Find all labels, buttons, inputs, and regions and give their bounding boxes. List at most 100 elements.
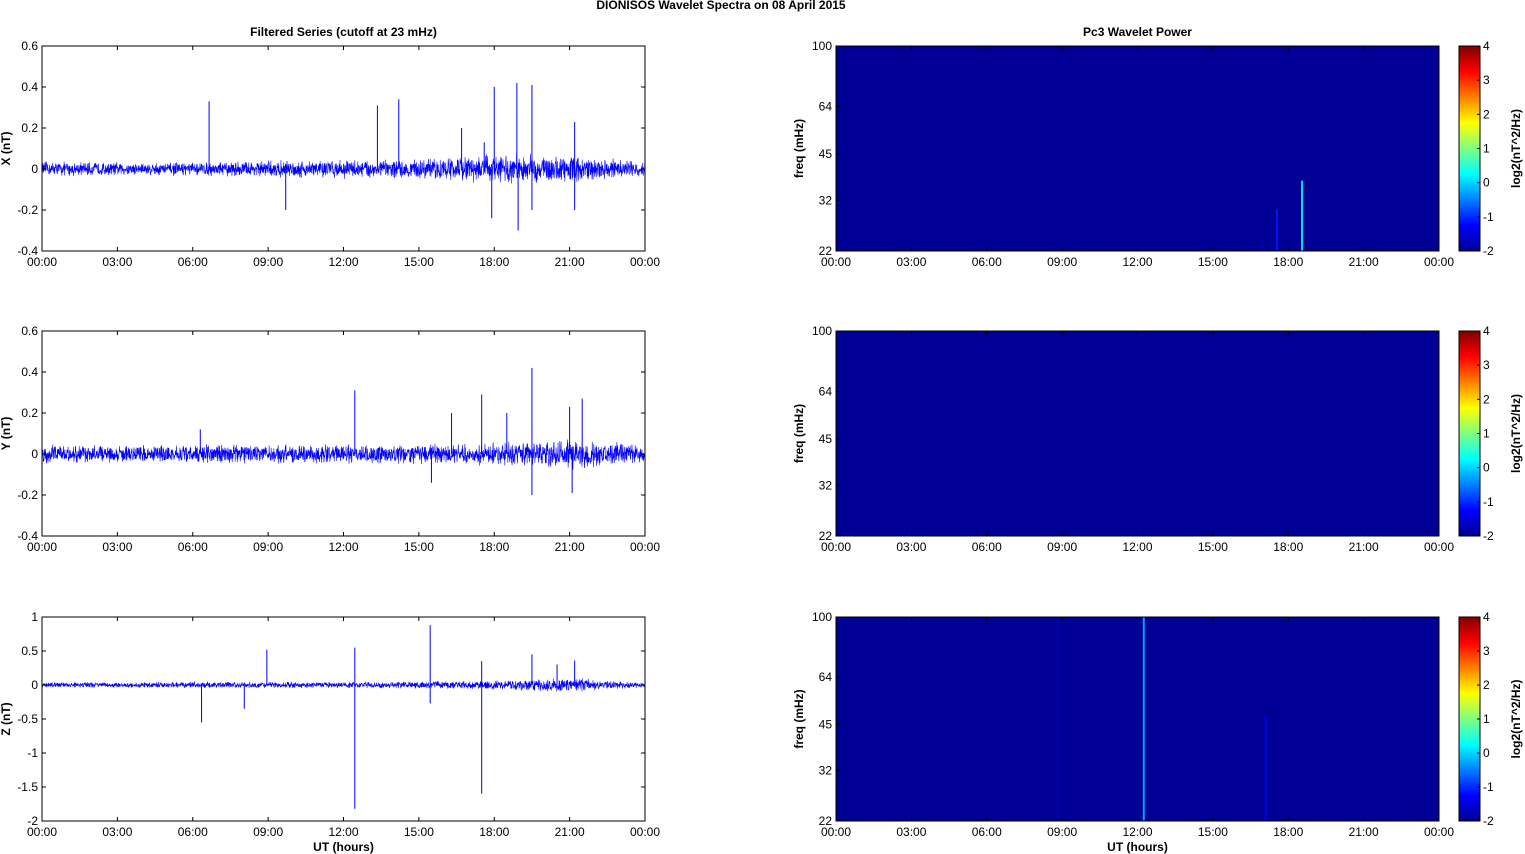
wavelet-z-xtick-label: 12:00 bbox=[1122, 825, 1152, 839]
wavelet-y-power-background bbox=[836, 331, 1439, 536]
series-x-xtick-label: 06:00 bbox=[178, 255, 208, 269]
wavelet-x-xtick-label: 06:00 bbox=[972, 255, 1002, 269]
wavelet-y-colorbar-tick-label: -1 bbox=[1483, 495, 1494, 509]
series-x-ytick-label: 0.2 bbox=[21, 121, 38, 135]
series-y-ytick-label: -0.2 bbox=[17, 488, 38, 502]
series-x-title: Filtered Series (cutoff at 23 mHz) bbox=[250, 25, 437, 39]
series-x-ytick-label: -0.4 bbox=[17, 244, 38, 258]
wavelet-z-colorbar-tick-label: 3 bbox=[1483, 644, 1490, 658]
series-z-panel: -2 -1.5 -1 -0.5 0 0.5 1 Z (nT) 00:00 03:00 06:00 09… bbox=[0, 610, 660, 854]
wavelet-z-xtick-label: 06:00 bbox=[972, 825, 1002, 839]
wavelet-y-xtick-label: 06:00 bbox=[972, 540, 1002, 554]
series-z-xtick-label: 00:00 bbox=[630, 825, 660, 839]
series-z-xtick-label: 21:00 bbox=[555, 825, 585, 839]
series-z-xlabel: UT (hours) bbox=[313, 840, 374, 854]
series-y-xtick-label: 15:00 bbox=[404, 540, 434, 554]
wavelet-z-colorbar-tick-label: 4 bbox=[1483, 610, 1490, 624]
series-y-xtick-label: 12:00 bbox=[328, 540, 358, 554]
wavelet-x-xtick-label: 09:00 bbox=[1047, 255, 1077, 269]
wavelet-x-power-feature bbox=[1260, 239, 1263, 251]
series-x-xtick-label: 09:00 bbox=[253, 255, 283, 269]
wavelet-y-xtick-label: 18:00 bbox=[1273, 540, 1303, 554]
wavelet-x-colorbar-tick-label: 4 bbox=[1483, 39, 1490, 53]
series-y-plot-area bbox=[42, 331, 645, 536]
wavelet-z-colorbar-tick-label: 2 bbox=[1483, 678, 1490, 692]
series-x-plot-area bbox=[42, 46, 645, 251]
wavelet-x-colorbar-tick-label: 0 bbox=[1483, 176, 1490, 190]
series-y-xtick-label: 18:00 bbox=[479, 540, 509, 554]
wavelet-y-ytick-label: 22 bbox=[819, 529, 833, 543]
wavelet-y-colorbar-tick-label: 3 bbox=[1483, 358, 1490, 372]
wavelet-y-xtick-label: 09:00 bbox=[1047, 540, 1077, 554]
series-z-ytick-label: -1 bbox=[27, 746, 38, 760]
wavelet-z-ytick-label: 100 bbox=[812, 610, 832, 624]
wavelet-y-xtick-label: 15:00 bbox=[1198, 540, 1228, 554]
series-z-ytick-label: -1.5 bbox=[17, 780, 38, 794]
series-x-ytick-label: 0.6 bbox=[21, 39, 38, 53]
series-x-xtick-label: 00:00 bbox=[27, 255, 57, 269]
wavelet-z-xtick-label: 21:00 bbox=[1349, 825, 1379, 839]
series-z-xtick-label: 12:00 bbox=[328, 825, 358, 839]
series-z-xtick-label: 18:00 bbox=[479, 825, 509, 839]
series-y-xtick-label: 09:00 bbox=[253, 540, 283, 554]
wavelet-y-ytick-label: 45 bbox=[819, 432, 833, 446]
wavelet-z-xtick-label: 00:00 bbox=[821, 825, 851, 839]
series-y-ytick-label: 0.4 bbox=[21, 365, 38, 379]
wavelet-z-power-feature bbox=[1264, 715, 1267, 821]
wavelet-z-xtick-label: 00:00 bbox=[1424, 825, 1454, 839]
wavelet-y-ytick-label: 100 bbox=[812, 324, 832, 338]
series-x-trace bbox=[41, 153, 646, 184]
series-x-xtick-label: 15:00 bbox=[404, 255, 434, 269]
wavelet-z-xtick-label: 03:00 bbox=[896, 825, 926, 839]
wavelet-y-xtick-label: 00:00 bbox=[1424, 540, 1454, 554]
wavelet-x-colorbar-tick-label: 3 bbox=[1483, 73, 1490, 87]
wavelet-z-colorbar-tick-label: 1 bbox=[1483, 712, 1490, 726]
series-x-panel: -0.4 -0.2 0 0.2 0.4 0.6 X (nT) 00:00 03:00 06:00 0… bbox=[0, 25, 660, 269]
series-y-ytick-label: 0 bbox=[31, 447, 38, 461]
wavelet-x-xtick-label: 12:00 bbox=[1122, 255, 1152, 269]
series-z-plot-area bbox=[42, 617, 645, 821]
wavelet-z-xtick-label: 18:00 bbox=[1273, 825, 1303, 839]
wavelet-y-ytick-label: 32 bbox=[819, 478, 833, 492]
wavelet-y-xtick-label: 21:00 bbox=[1349, 540, 1379, 554]
series-z-xtick-label: 03:00 bbox=[102, 825, 132, 839]
series-z-ytick-label: -0.5 bbox=[17, 712, 38, 726]
series-x-ylabel: X (nT) bbox=[0, 132, 13, 166]
wavelet-z-ytick-label: 32 bbox=[819, 764, 833, 778]
wavelet-z-colorbar-label: log2(nT^2/Hz) bbox=[1509, 679, 1523, 758]
series-z-ytick-label: 0 bbox=[31, 678, 38, 692]
wavelet-x-xtick-label: 00:00 bbox=[821, 255, 851, 269]
wavelet-z-power-feature bbox=[1142, 617, 1145, 821]
series-y-xtick-label: 06:00 bbox=[178, 540, 208, 554]
figure-title: DIONISOS Wavelet Spectra on 08 April 201… bbox=[596, 0, 846, 12]
wavelet-x-colorbar-tick-label: -1 bbox=[1483, 210, 1494, 224]
series-z-xtick-label: 00:00 bbox=[27, 825, 57, 839]
series-z-ylabel: Z (nT) bbox=[0, 702, 13, 735]
series-z-xtick-label: 06:00 bbox=[178, 825, 208, 839]
wavelet-z-colorbar-tick-label: -1 bbox=[1483, 780, 1494, 794]
wavelet-y-ytick-label: 64 bbox=[819, 384, 833, 398]
wavelet-y-colorbar-tick-label: -2 bbox=[1483, 529, 1494, 543]
wavelet-x-title: Pc3 Wavelet Power bbox=[1083, 25, 1192, 39]
wavelet-x-xtick-label: 18:00 bbox=[1273, 255, 1303, 269]
series-y-xtick-label: 21:00 bbox=[555, 540, 585, 554]
series-y-ylabel: Y (nT) bbox=[0, 417, 13, 451]
series-y-xtick-label: 00:00 bbox=[630, 540, 660, 554]
series-x-ytick-label: 0.4 bbox=[21, 80, 38, 94]
wavelet-x-colorbar bbox=[1458, 45, 1481, 252]
series-x-xtick-label: 00:00 bbox=[630, 255, 660, 269]
series-y-ytick-label: 0.2 bbox=[21, 406, 38, 420]
wavelet-x-colorbar-label: log2(nT^2/Hz) bbox=[1509, 109, 1523, 188]
wavelet-z-power-background bbox=[836, 617, 1439, 821]
wavelet-x-xtick-label: 00:00 bbox=[1424, 255, 1454, 269]
series-x-ytick-label: -0.2 bbox=[17, 203, 38, 217]
series-x-xtick-label: 03:00 bbox=[102, 255, 132, 269]
wavelet-y-colorbar-tick-label: 4 bbox=[1483, 324, 1490, 338]
wavelet-y-xtick-label: 00:00 bbox=[821, 540, 851, 554]
series-y-ytick-label: 0.6 bbox=[21, 324, 38, 338]
wavelet-x-ytick-label: 22 bbox=[819, 244, 833, 258]
wavelet-x-power-background bbox=[836, 46, 1439, 251]
series-x-xtick-label: 21:00 bbox=[555, 255, 585, 269]
